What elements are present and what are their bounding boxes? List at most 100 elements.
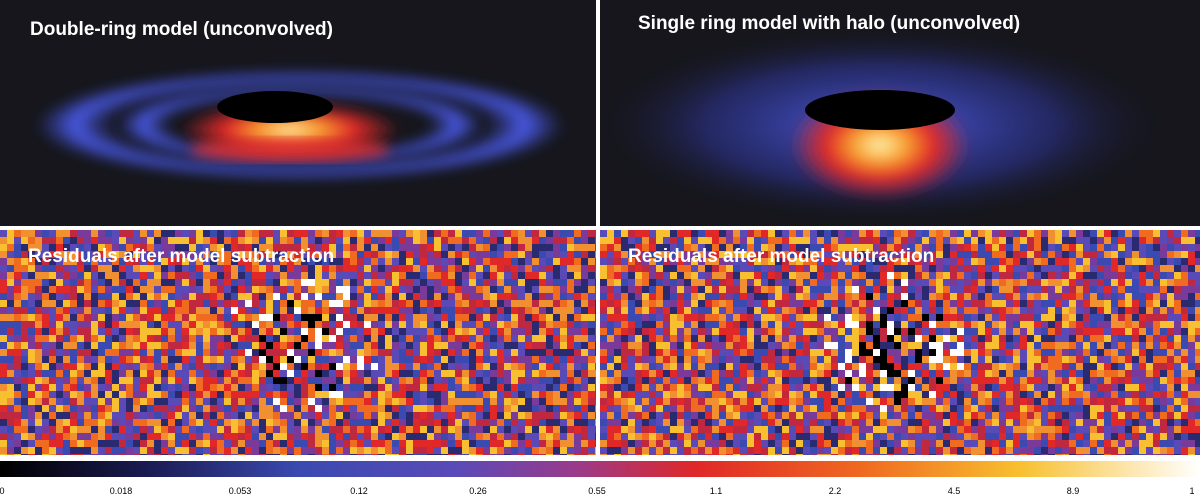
pixel [63, 384, 70, 391]
pixel [420, 342, 427, 349]
pixel [740, 314, 747, 321]
pixel [1006, 265, 1013, 272]
pixel [0, 307, 7, 314]
pixel [1181, 307, 1188, 314]
pixel [796, 356, 803, 363]
pixel [1027, 398, 1034, 405]
pixel [245, 391, 252, 398]
pixel [483, 363, 490, 370]
pixel [1076, 237, 1083, 244]
pixel [112, 440, 119, 447]
pixel [553, 314, 560, 321]
pixel [315, 258, 322, 265]
pixel [273, 279, 280, 286]
pixel [1174, 279, 1181, 286]
pixel [224, 426, 231, 433]
pixel [70, 300, 77, 307]
pixel [84, 433, 91, 440]
pixel [950, 328, 957, 335]
pixel [532, 293, 539, 300]
pixel [189, 321, 196, 328]
pixel [628, 321, 635, 328]
pixel [880, 251, 887, 258]
pixel [936, 370, 943, 377]
pixel [161, 258, 168, 265]
pixel [28, 265, 35, 272]
pixel [719, 370, 726, 377]
pixel [1041, 377, 1048, 384]
pixel [140, 272, 147, 279]
pixel [859, 237, 866, 244]
pixel [553, 265, 560, 272]
pixel [357, 237, 364, 244]
pixel [733, 230, 740, 237]
pixel [553, 454, 560, 455]
pixel [378, 349, 385, 356]
pixel [1181, 377, 1188, 384]
pixel [649, 363, 656, 370]
pixel [133, 377, 140, 384]
pixel [70, 237, 77, 244]
pixel [490, 391, 497, 398]
pixel [175, 251, 182, 258]
pixel [28, 244, 35, 251]
pixel [497, 398, 504, 405]
pixel [140, 363, 147, 370]
pixel [1006, 300, 1013, 307]
pixel [329, 251, 336, 258]
pixel [322, 398, 329, 405]
pixel [1069, 265, 1076, 272]
pixel [859, 293, 866, 300]
pixel [63, 419, 70, 426]
pixel [567, 272, 574, 279]
pixel [803, 335, 810, 342]
pixel [936, 342, 943, 349]
pixel [880, 398, 887, 405]
pixel [56, 293, 63, 300]
pixel [595, 265, 596, 272]
pixel [733, 384, 740, 391]
pixel [581, 251, 588, 258]
pixel [280, 405, 287, 412]
pixel [1118, 230, 1125, 237]
pixel [518, 349, 525, 356]
pixel [964, 377, 971, 384]
pixel [469, 265, 476, 272]
pixel [112, 412, 119, 419]
pixel [782, 279, 789, 286]
pixel [1146, 342, 1153, 349]
pixel [964, 349, 971, 356]
pixel [1076, 293, 1083, 300]
pixel [497, 293, 504, 300]
pixel [308, 377, 315, 384]
pixel [1041, 335, 1048, 342]
pixel [1111, 237, 1118, 244]
pixel [560, 251, 567, 258]
pixel [161, 440, 168, 447]
pixel [133, 265, 140, 272]
pixel [628, 293, 635, 300]
pixel [63, 307, 70, 314]
pixel [691, 391, 698, 398]
pixel [546, 384, 553, 391]
pixel [245, 272, 252, 279]
pixel [315, 447, 322, 454]
pixel [600, 398, 607, 405]
pixel [1104, 286, 1111, 293]
pixel [252, 321, 259, 328]
pixel [677, 237, 684, 244]
pixel [441, 349, 448, 356]
pixel [698, 342, 705, 349]
pixel [873, 398, 880, 405]
pixel [406, 237, 413, 244]
pixel [280, 265, 287, 272]
pixel [1167, 342, 1174, 349]
pixel [614, 251, 621, 258]
pixel [1020, 370, 1027, 377]
pixel [168, 426, 175, 433]
pixel [670, 251, 677, 258]
pixel [371, 272, 378, 279]
pixel [1160, 230, 1167, 237]
pixel [42, 412, 49, 419]
pixel [476, 356, 483, 363]
